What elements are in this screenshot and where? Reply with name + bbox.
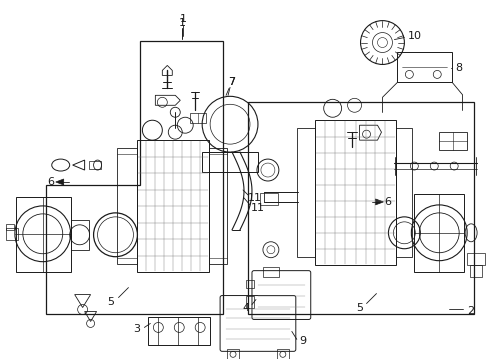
- Bar: [16, 197, 71, 272]
- Bar: [439, 132, 467, 150]
- Bar: [415, 194, 464, 272]
- Text: 6: 6: [47, 177, 54, 187]
- Text: 11: 11: [251, 203, 265, 213]
- Bar: [246, 280, 254, 288]
- Bar: [148, 318, 210, 345]
- Text: 1: 1: [180, 14, 187, 24]
- Text: 3: 3: [133, 324, 140, 334]
- Bar: [89, 161, 100, 169]
- Bar: [260, 193, 278, 205]
- Bar: [315, 120, 396, 265]
- Bar: [297, 128, 315, 257]
- Bar: [396, 128, 413, 257]
- Text: 10: 10: [407, 31, 421, 41]
- Bar: [118, 148, 137, 264]
- Bar: [470, 265, 482, 276]
- Text: 9: 9: [299, 336, 306, 346]
- Bar: [6, 228, 18, 240]
- Text: 1: 1: [179, 18, 186, 28]
- Bar: [190, 113, 206, 123]
- Bar: [248, 102, 474, 315]
- Text: 4: 4: [243, 302, 249, 312]
- Bar: [137, 140, 209, 272]
- Bar: [6, 224, 14, 230]
- Text: 6: 6: [384, 197, 391, 207]
- Text: 5: 5: [356, 302, 363, 312]
- Text: 5: 5: [107, 297, 114, 306]
- Bar: [467, 253, 485, 265]
- Text: 11: 11: [248, 193, 262, 203]
- Bar: [277, 349, 289, 359]
- Text: 7: 7: [228, 77, 236, 87]
- Bar: [71, 220, 89, 250]
- Text: 7: 7: [228, 77, 236, 87]
- Bar: [227, 349, 239, 359]
- Polygon shape: [56, 179, 64, 185]
- Bar: [202, 152, 258, 172]
- Bar: [209, 148, 227, 264]
- Text: 8: 8: [456, 63, 463, 73]
- Bar: [263, 267, 279, 276]
- Bar: [397, 53, 452, 82]
- Polygon shape: [375, 199, 384, 205]
- Text: 2: 2: [467, 306, 475, 316]
- Bar: [246, 296, 254, 307]
